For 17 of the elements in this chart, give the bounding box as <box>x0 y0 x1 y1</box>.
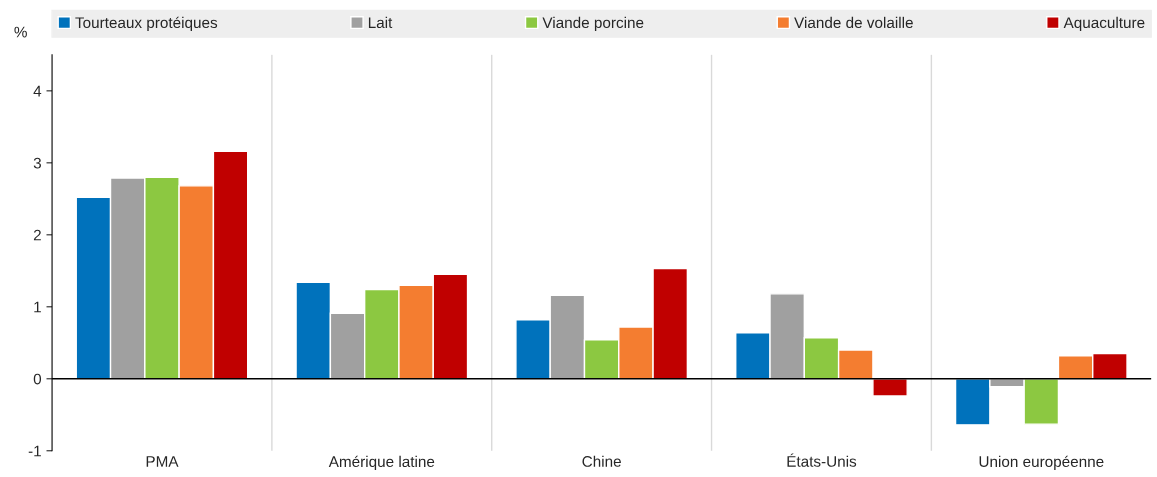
legend-label: Aquaculture <box>1063 16 1145 32</box>
legend-label: Tourteaux protéiques <box>75 16 218 32</box>
x-tick-label: Amérique latine <box>328 455 435 471</box>
x-tick-label: PMA <box>146 456 179 467</box>
y-tick-label: 4 <box>33 85 42 97</box>
x-tick-label: États-Unis <box>787 453 857 467</box>
y-tick-label: 3 <box>33 157 41 169</box>
legend-label: Lait <box>368 16 393 29</box>
x-tick-label: Union européenne <box>979 455 1104 471</box>
y-tick-label: -1 <box>28 445 41 457</box>
x-tick-label: Chine <box>582 455 621 467</box>
y-axis-title: % <box>14 26 27 38</box>
y-tick-label: 1 <box>34 301 41 313</box>
y-tick-label: 2 <box>33 229 41 241</box>
y-tick-label: 0 <box>33 373 42 385</box>
legend-label: Viande de volaille <box>794 16 913 29</box>
legend-label: Viande porcine <box>542 16 644 32</box>
